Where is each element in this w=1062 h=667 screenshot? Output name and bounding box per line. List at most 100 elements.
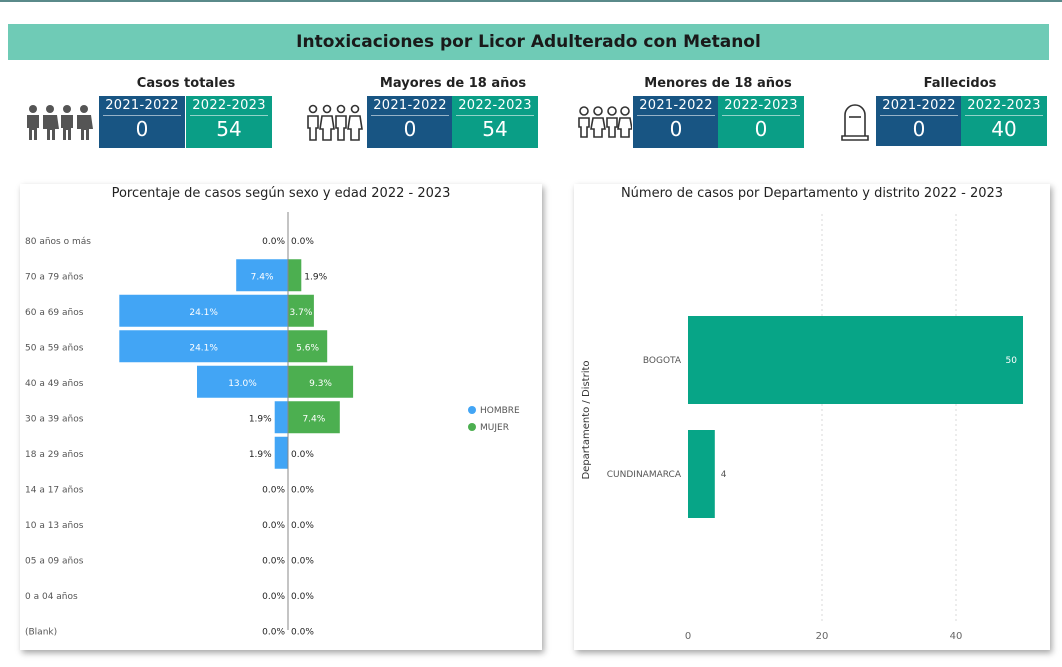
kpi-casos-totales: Casos totales 2021-2022 0 2022-2023 54 [24, 76, 272, 152]
age-category-label: 0 a 04 años [25, 592, 78, 602]
age-category-label: 18 a 29 años [25, 450, 84, 460]
kpi-year-label: 2022-2023 [724, 98, 798, 113]
mujer-data-label: 0.0% [291, 627, 314, 637]
top-border [0, 0, 1062, 2]
hombre-data-label: 24.1% [189, 343, 218, 353]
mujer-bar [288, 259, 302, 292]
kpi-value: 0 [669, 117, 683, 141]
mujer-data-label: 5.6% [296, 343, 319, 353]
age-category-label: 10 a 13 años [25, 521, 84, 531]
mujer-data-label: 0.0% [291, 237, 314, 247]
kpi-2022-2023: 2022-2023 54 [452, 96, 538, 148]
hombre-data-label: 0.0% [262, 237, 285, 247]
hombre-bar [274, 436, 288, 469]
mujer-data-label: 0.0% [291, 521, 314, 531]
mujer-data-label: 0.0% [291, 556, 314, 566]
kpi-title: Fallecidos [923, 76, 997, 91]
kpi-menores: Menores de 18 años 2021-2022 0 2022-2023… [578, 76, 818, 152]
kpi-2021-2022: 2021-2022 0 [633, 96, 719, 148]
kpi-value: 0 [754, 117, 768, 141]
mujer-data-label: 0.0% [291, 450, 314, 460]
legend-mujer-marker [468, 423, 476, 431]
mujer-bar [288, 401, 340, 434]
hombre-bar [274, 401, 288, 434]
departamento-data-label: 50 [1006, 356, 1018, 366]
x-tick-label: 0 [685, 631, 691, 642]
departamento-label: CUNDINAMARCA [607, 470, 682, 480]
chart-title: Número de casos por Departamento y distr… [620, 186, 1004, 201]
tombstone-icon [840, 102, 870, 146]
kpi-fallecidos: Fallecidos 2021-2022 0 2022-2023 40 [840, 76, 1062, 152]
kpi-title: Menores de 18 años [644, 76, 792, 91]
age-category-label: 05 a 09 años [25, 556, 84, 566]
age-category-label: 50 a 59 años [25, 343, 84, 353]
sexo-edad-chart: 80 años o más 0.0% 0.0% 70 a 79 años 7.4% 1.9… [25, 212, 520, 637]
mujer-bar [288, 294, 314, 327]
hombre-data-label: 1.9% [249, 450, 272, 460]
kpi-mayores: Mayores de 18 años 2021-2022 0 2022-2023… [306, 76, 546, 152]
mujer-data-label: 0.0% [291, 485, 314, 495]
kpi-2022-2023: 2022-2023 0 [718, 96, 804, 148]
kpi-2021-2022: 2021-2022 0 [99, 96, 185, 148]
mujer-bar [288, 330, 328, 363]
kpi-value: 40 [991, 117, 1017, 141]
kpi-value: 54 [216, 117, 242, 141]
hombre-data-label: 0.0% [262, 485, 285, 495]
age-category-label: (Blank) [25, 627, 57, 637]
age-category-label: 30 a 39 años [25, 414, 84, 424]
kpi-2021-2022: 2021-2022 0 [367, 96, 453, 148]
hombre-data-label: 7.4% [251, 272, 274, 282]
hombre-data-label: 0.0% [262, 521, 285, 531]
y-axis-label: Departamento / Distrito [581, 360, 592, 479]
departamento-label: BOGOTA [643, 356, 682, 366]
sexo-edad-chart-panel: Porcentaje de casos según sexo y edad 20… [20, 184, 542, 650]
mujer-data-label: 9.3% [309, 379, 332, 389]
mujer-data-label: 0.0% [291, 592, 314, 602]
hombre-bar [197, 365, 288, 398]
mujer-data-label: 3.7% [290, 308, 313, 318]
group-people-icon [24, 104, 94, 146]
age-category-label: 80 años o más [25, 237, 91, 247]
hombre-data-label: 1.9% [249, 414, 272, 424]
children-icon [578, 106, 633, 142]
departamento-chart-panel: Número de casos por Departamento y distr… [574, 184, 1050, 650]
mujer-bar [288, 365, 354, 398]
kpi-value: 0 [912, 117, 926, 141]
age-category-label: 70 a 79 años [25, 272, 84, 282]
mujer-data-label: 1.9% [304, 272, 327, 282]
kpi-year-label: 2021-2022 [882, 98, 956, 113]
departamento-bar [688, 316, 1023, 404]
hombre-data-label: 13.0% [228, 379, 257, 389]
age-category-label: 40 a 49 años [25, 379, 84, 389]
kpi-year-label: 2021-2022 [105, 98, 179, 113]
hombre-bar [236, 259, 288, 292]
hombre-data-label: 0.0% [262, 592, 285, 602]
kpi-year-label: 2022-2023 [967, 98, 1041, 113]
x-tick-label: 20 [816, 631, 829, 642]
departamento-bar [688, 430, 715, 518]
departamento-data-label: 4 [721, 470, 727, 480]
kpi-year-label: 2021-2022 [373, 98, 447, 113]
adults-icon [306, 104, 364, 146]
page-title: Intoxicaciones por Licor Adulterado con … [8, 24, 1049, 60]
legend-mujer-label: MUJER [480, 423, 509, 433]
hombre-bar [119, 330, 288, 363]
hombre-bar [119, 294, 288, 327]
age-category-label: 14 a 17 años [25, 485, 84, 495]
age-category-label: 60 a 69 años [25, 308, 84, 318]
hombre-data-label: 24.1% [189, 308, 218, 318]
legend-hombre-marker [468, 406, 476, 414]
mujer-data-label: 7.4% [302, 414, 325, 424]
kpi-value: 0 [403, 117, 417, 141]
kpi-title: Casos totales [136, 76, 236, 91]
kpi-2022-2023: 2022-2023 40 [961, 96, 1047, 146]
kpi-2022-2023: 2022-2023 54 [186, 96, 272, 148]
x-tick-label: 40 [950, 631, 963, 642]
kpi-year-label: 2021-2022 [639, 98, 713, 113]
chart-title: Porcentaje de casos según sexo y edad 20… [111, 186, 451, 201]
kpi-value: 0 [135, 117, 149, 141]
kpi-title: Mayores de 18 años [379, 76, 527, 91]
hombre-data-label: 0.0% [262, 556, 285, 566]
kpi-year-label: 2022-2023 [458, 98, 532, 113]
hombre-data-label: 0.0% [262, 627, 285, 637]
